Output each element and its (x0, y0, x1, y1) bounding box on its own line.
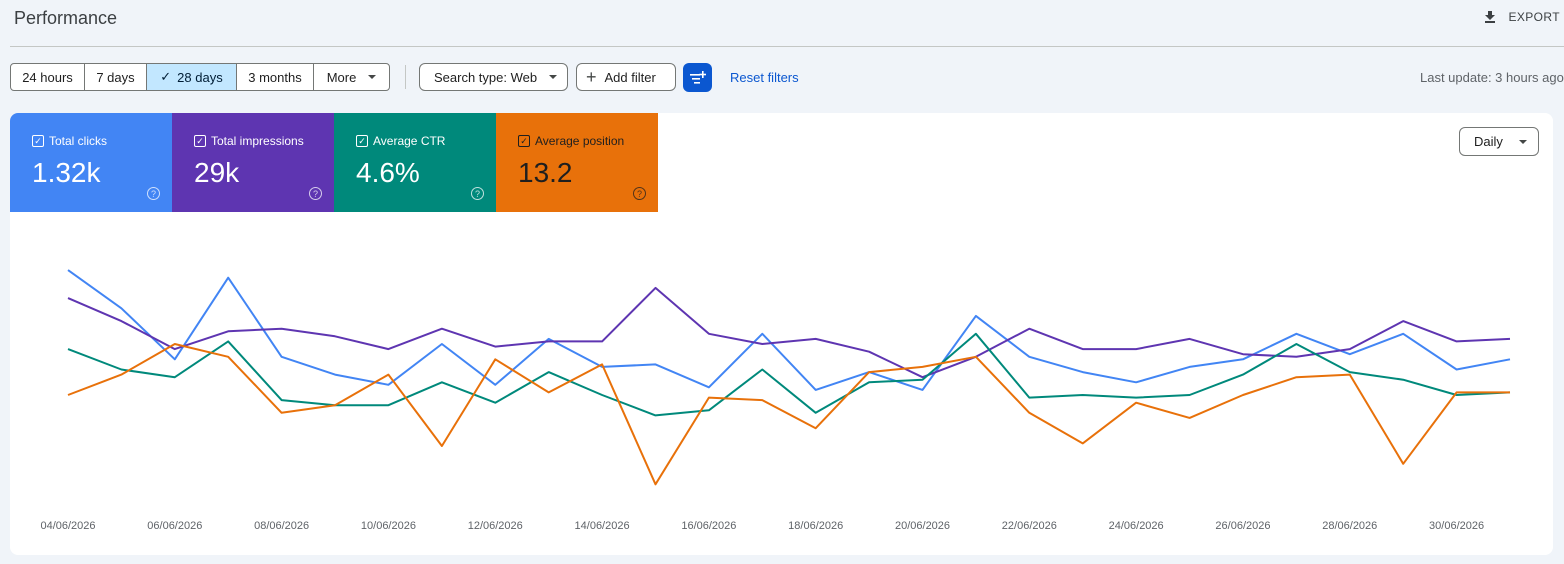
chevron-down-icon (1518, 139, 1527, 144)
help-icon[interactable]: ? (633, 187, 646, 200)
filter-settings-icon (689, 70, 706, 84)
series-line-total-clicks[interactable] (67, 269, 1511, 391)
plus-icon: + (586, 67, 597, 87)
performance-chart-card: ✓ Total clicks 1.32k ? ✓ Total impressions… (10, 113, 1553, 555)
x-tick-label: 14/06/2026 (575, 520, 630, 532)
range-label: 28 days (177, 69, 223, 85)
filter-settings-button[interactable] (683, 63, 712, 92)
last-update-text: Last update: 3 hours ago (1420, 70, 1564, 85)
x-tick-label: 12/06/2026 (468, 520, 523, 532)
chevron-down-icon (368, 75, 377, 79)
x-tick-label: 20/06/2026 (895, 520, 950, 532)
export-button[interactable]: EXPORT (1482, 9, 1560, 25)
filter-toolbar: 24 hours 7 days ✓ 28 days 3 months More S… (10, 63, 1564, 92)
reset-filters-link[interactable]: Reset filters (730, 70, 799, 85)
metric-label: Total clicks (49, 134, 108, 148)
help-icon[interactable]: ? (309, 187, 322, 200)
x-tick-label: 18/06/2026 (788, 520, 843, 532)
toolbar-separator (405, 65, 406, 89)
header-divider (10, 46, 1564, 47)
range-more-dropdown[interactable]: More (314, 64, 389, 90)
download-icon (1485, 11, 1496, 23)
page-title: Performance (14, 8, 118, 28)
date-range-selector: 24 hours 7 days ✓ 28 days 3 months More (10, 63, 390, 91)
metric-tile-average-position[interactable]: ✓ Average position 13.2 ? (496, 113, 658, 212)
x-tick-label: 16/06/2026 (681, 520, 736, 532)
range-28-days-button[interactable]: ✓ 28 days (147, 64, 237, 90)
add-filter-button[interactable]: + Add filter (576, 63, 676, 91)
range-label: 24 hours (22, 69, 73, 85)
metric-label-row: ✓ Total impressions (194, 134, 304, 148)
check-icon: ✓ (160, 69, 172, 84)
range-label: More (326, 69, 357, 85)
range-7-days-button[interactable]: 7 days (85, 64, 147, 90)
x-tick-label: 28/06/2026 (1322, 520, 1377, 532)
metric-value: 29k (194, 157, 240, 188)
x-tick-label: 08/06/2026 (254, 520, 309, 532)
metric-label-row: ✓ Total clicks (32, 134, 107, 148)
metric-tile-total-impressions[interactable]: ✓ Total impressions 29k ? (172, 113, 334, 212)
performance-line-chart: 04/06/2026 06/06/2026 08/06/2026 10/06/2026… (40, 269, 1511, 532)
x-tick-label: 30/06/2026 (1429, 520, 1484, 532)
series-line-total-impressions[interactable] (67, 286, 1511, 379)
top-bar: Performance EXPORT (0, 0, 1564, 46)
range-label: 3 months (248, 69, 302, 85)
chevron-down-icon (549, 75, 558, 79)
help-icon[interactable]: ? (147, 187, 160, 200)
search-type-dropdown[interactable]: Search type: Web (419, 63, 568, 91)
metric-label: Average position (535, 134, 625, 148)
checkbox-icon[interactable]: ✓ (356, 135, 368, 147)
x-tick-label: 26/06/2026 (1215, 520, 1270, 532)
series-line-average-ctr[interactable] (67, 332, 1511, 417)
metric-label-row: ✓ Average CTR (356, 134, 445, 148)
granularity-dropdown[interactable]: Daily (1459, 127, 1539, 156)
help-icon[interactable]: ? (471, 187, 484, 200)
metric-value: 1.32k (32, 157, 101, 188)
metric-value: 13.2 (518, 157, 573, 188)
x-tick-label: 22/06/2026 (1002, 520, 1057, 532)
range-label: 7 days (96, 69, 135, 85)
checkbox-icon[interactable]: ✓ (194, 135, 206, 147)
x-tick-label: 24/06/2026 (1109, 520, 1164, 532)
metric-label-row: ✓ Average position (518, 134, 624, 148)
granularity-label: Daily (1474, 134, 1503, 149)
checkbox-icon[interactable]: ✓ (518, 135, 530, 147)
series-line-average-position[interactable] (67, 343, 1510, 486)
metric-label: Total impressions (211, 134, 304, 148)
range-3-months-button[interactable]: 3 months (237, 64, 314, 90)
x-tick-label: 10/06/2026 (361, 520, 416, 532)
metric-tile-average-ctr[interactable]: ✓ Average CTR 4.6% ? (334, 113, 496, 212)
metric-value: 4.6% (356, 157, 420, 188)
x-tick-label: 04/06/2026 (40, 520, 95, 532)
metric-label: Average CTR (373, 134, 446, 148)
x-tick-label: 06/06/2026 (147, 520, 202, 532)
add-filter-label: Add filter (604, 69, 656, 85)
metric-tile-total-clicks[interactable]: ✓ Total clicks 1.32k ? (10, 113, 172, 212)
search-type-label: Search type: Web (434, 69, 538, 85)
range-24-hours-button[interactable]: 24 hours (11, 64, 85, 90)
export-label: EXPORT (1508, 10, 1560, 24)
checkbox-icon[interactable]: ✓ (32, 135, 44, 147)
